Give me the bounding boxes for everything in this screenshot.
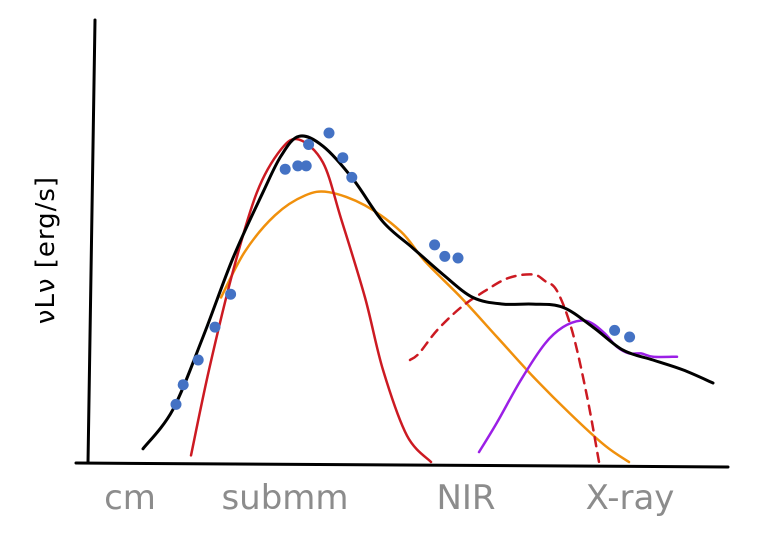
data-point	[346, 171, 358, 183]
data-point	[452, 252, 464, 264]
data-point	[337, 152, 349, 164]
data-point	[439, 250, 451, 262]
data-point	[279, 163, 291, 175]
series-line-4	[477, 319, 679, 454]
data-point	[192, 354, 204, 366]
series-line-0	[141, 134, 715, 451]
data-point	[292, 160, 304, 172]
series-line-2	[219, 190, 631, 464]
data-point	[177, 379, 189, 391]
series-line-1	[189, 137, 433, 464]
data-point	[170, 398, 182, 410]
y-axis-label: νLν [erg/s]	[6, 150, 86, 350]
x-tick-label-nir: NIR	[436, 478, 496, 518]
data-point	[225, 288, 237, 300]
x-axis	[74, 461, 730, 469]
x-tick-label-cm: cm	[104, 478, 156, 518]
x-tick-label-x-ray: X-ray	[585, 478, 675, 518]
series-line-3	[408, 273, 601, 464]
y-axis-label-text: νLν [erg/s]	[31, 175, 61, 325]
data-point	[624, 331, 636, 343]
y-axis	[86, 18, 97, 465]
data-point	[323, 127, 335, 139]
data-point	[429, 239, 441, 251]
data-points-layer	[170, 127, 636, 410]
series-layer	[141, 134, 715, 464]
data-point	[609, 324, 621, 336]
data-point	[300, 160, 312, 172]
data-point	[303, 139, 315, 150]
data-point	[209, 321, 221, 333]
x-tick-label-submm: submm	[221, 478, 349, 518]
